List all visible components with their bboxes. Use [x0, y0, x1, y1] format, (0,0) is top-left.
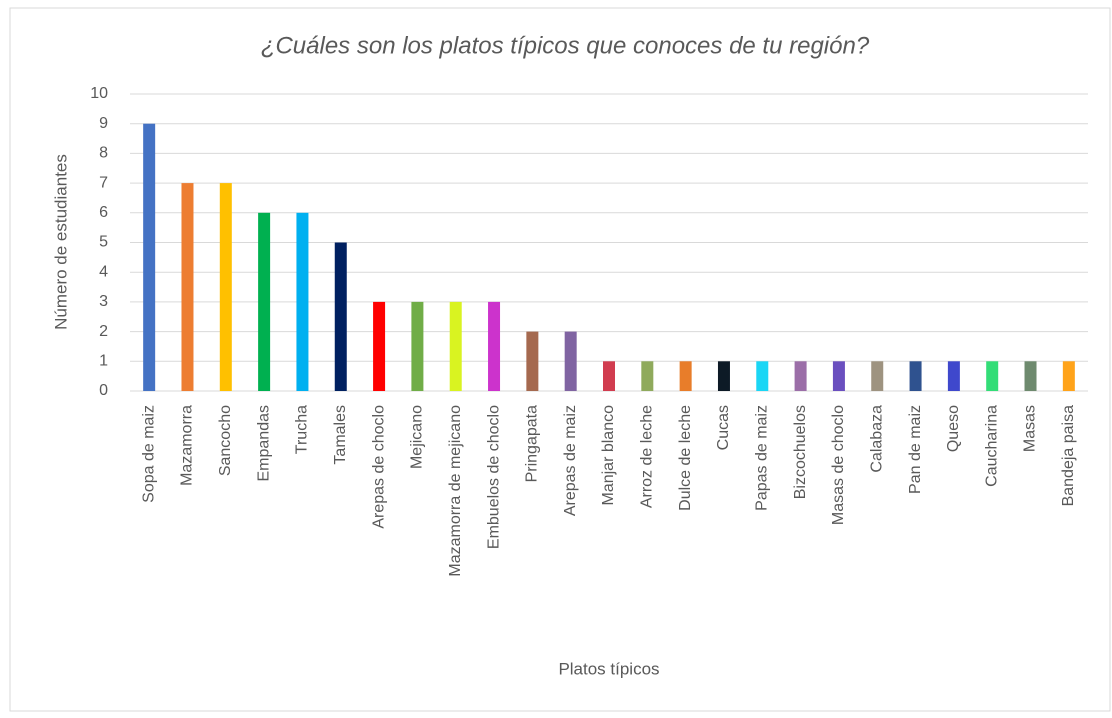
- y-tick-label: 6: [99, 204, 108, 221]
- x-tick-label: Masas de choclo: [830, 405, 847, 525]
- bar: [526, 331, 539, 391]
- y-tick-label: 5: [99, 234, 108, 251]
- y-tick-label: 3: [99, 293, 108, 310]
- bar: [909, 361, 922, 391]
- bar: [411, 301, 424, 391]
- y-tick-label: 9: [99, 115, 108, 132]
- bar: [373, 301, 386, 391]
- x-tick-label: Embuelos de choclo: [485, 405, 502, 549]
- x-tick-label: Cucas: [715, 405, 732, 450]
- y-tick-label: 4: [99, 263, 108, 280]
- y-tick-label: 8: [99, 145, 108, 162]
- x-tick-label: Masas: [1022, 405, 1039, 452]
- x-tick-label: Trucha: [294, 405, 311, 454]
- x-tick-label: Papas de maiz: [753, 405, 770, 511]
- x-tick-label: Queso: [945, 405, 962, 452]
- x-tick-label: Bandeja paisa: [1060, 405, 1077, 507]
- x-tick-label: Caucharina: [983, 405, 1000, 487]
- bar: [717, 361, 730, 391]
- x-tick-label: Empandas: [255, 405, 272, 482]
- chart-frame: [9, 7, 1111, 712]
- bar: [1024, 361, 1037, 391]
- x-tick-label: Pan de maiz: [907, 405, 924, 494]
- x-tick-label: Mazamorra: [179, 405, 196, 486]
- x-tick-label: Arroz de leche: [639, 405, 656, 508]
- bar: [871, 361, 884, 391]
- x-tick-label: Bizcochuelos: [792, 405, 809, 499]
- y-tick-label: 2: [99, 323, 108, 340]
- bar: [641, 361, 654, 391]
- bar: [1062, 361, 1075, 391]
- x-tick-label: Arepas de choclo: [370, 405, 387, 529]
- x-tick-label: Sancocho: [217, 405, 234, 476]
- bar: [181, 183, 194, 391]
- bar: [564, 331, 577, 391]
- bar: [449, 301, 462, 391]
- x-tick-label: Calabaza: [868, 405, 885, 473]
- x-tick-label: Manjar blanco: [600, 405, 617, 506]
- x-tick-label: Dulce de leche: [677, 405, 694, 511]
- bar: [219, 183, 232, 391]
- bar: [296, 212, 309, 391]
- chart-title: ¿Cuáles son los platos típicos que conoc…: [261, 32, 870, 59]
- bar: [947, 361, 960, 391]
- bar: [832, 361, 845, 391]
- bar: [794, 361, 807, 391]
- bar: [143, 123, 156, 391]
- y-tick-label: 10: [90, 85, 108, 102]
- x-tick-label: Pringapata: [524, 405, 541, 482]
- bar: [603, 361, 615, 391]
- bar: [334, 242, 347, 391]
- y-axis-label: Número de estudiantes: [51, 154, 70, 330]
- x-tick-label: Tamales: [332, 405, 349, 465]
- x-tick-label: Mejicano: [409, 405, 426, 469]
- x-tick-label: Sopa de maiz: [140, 405, 157, 503]
- bar: [679, 361, 692, 391]
- y-tick-label: 7: [99, 174, 108, 191]
- x-tick-label: Arepas de maiz: [562, 405, 579, 516]
- x-tick-label: Mazamorra de mejicano: [447, 405, 464, 577]
- x-axis-label: Platos típicos: [558, 659, 659, 678]
- bar: [258, 212, 271, 391]
- bar: [986, 361, 999, 391]
- bar: [756, 361, 769, 391]
- y-tick-label: 1: [99, 353, 108, 370]
- y-tick-label: 0: [99, 382, 108, 399]
- bar: [488, 301, 501, 391]
